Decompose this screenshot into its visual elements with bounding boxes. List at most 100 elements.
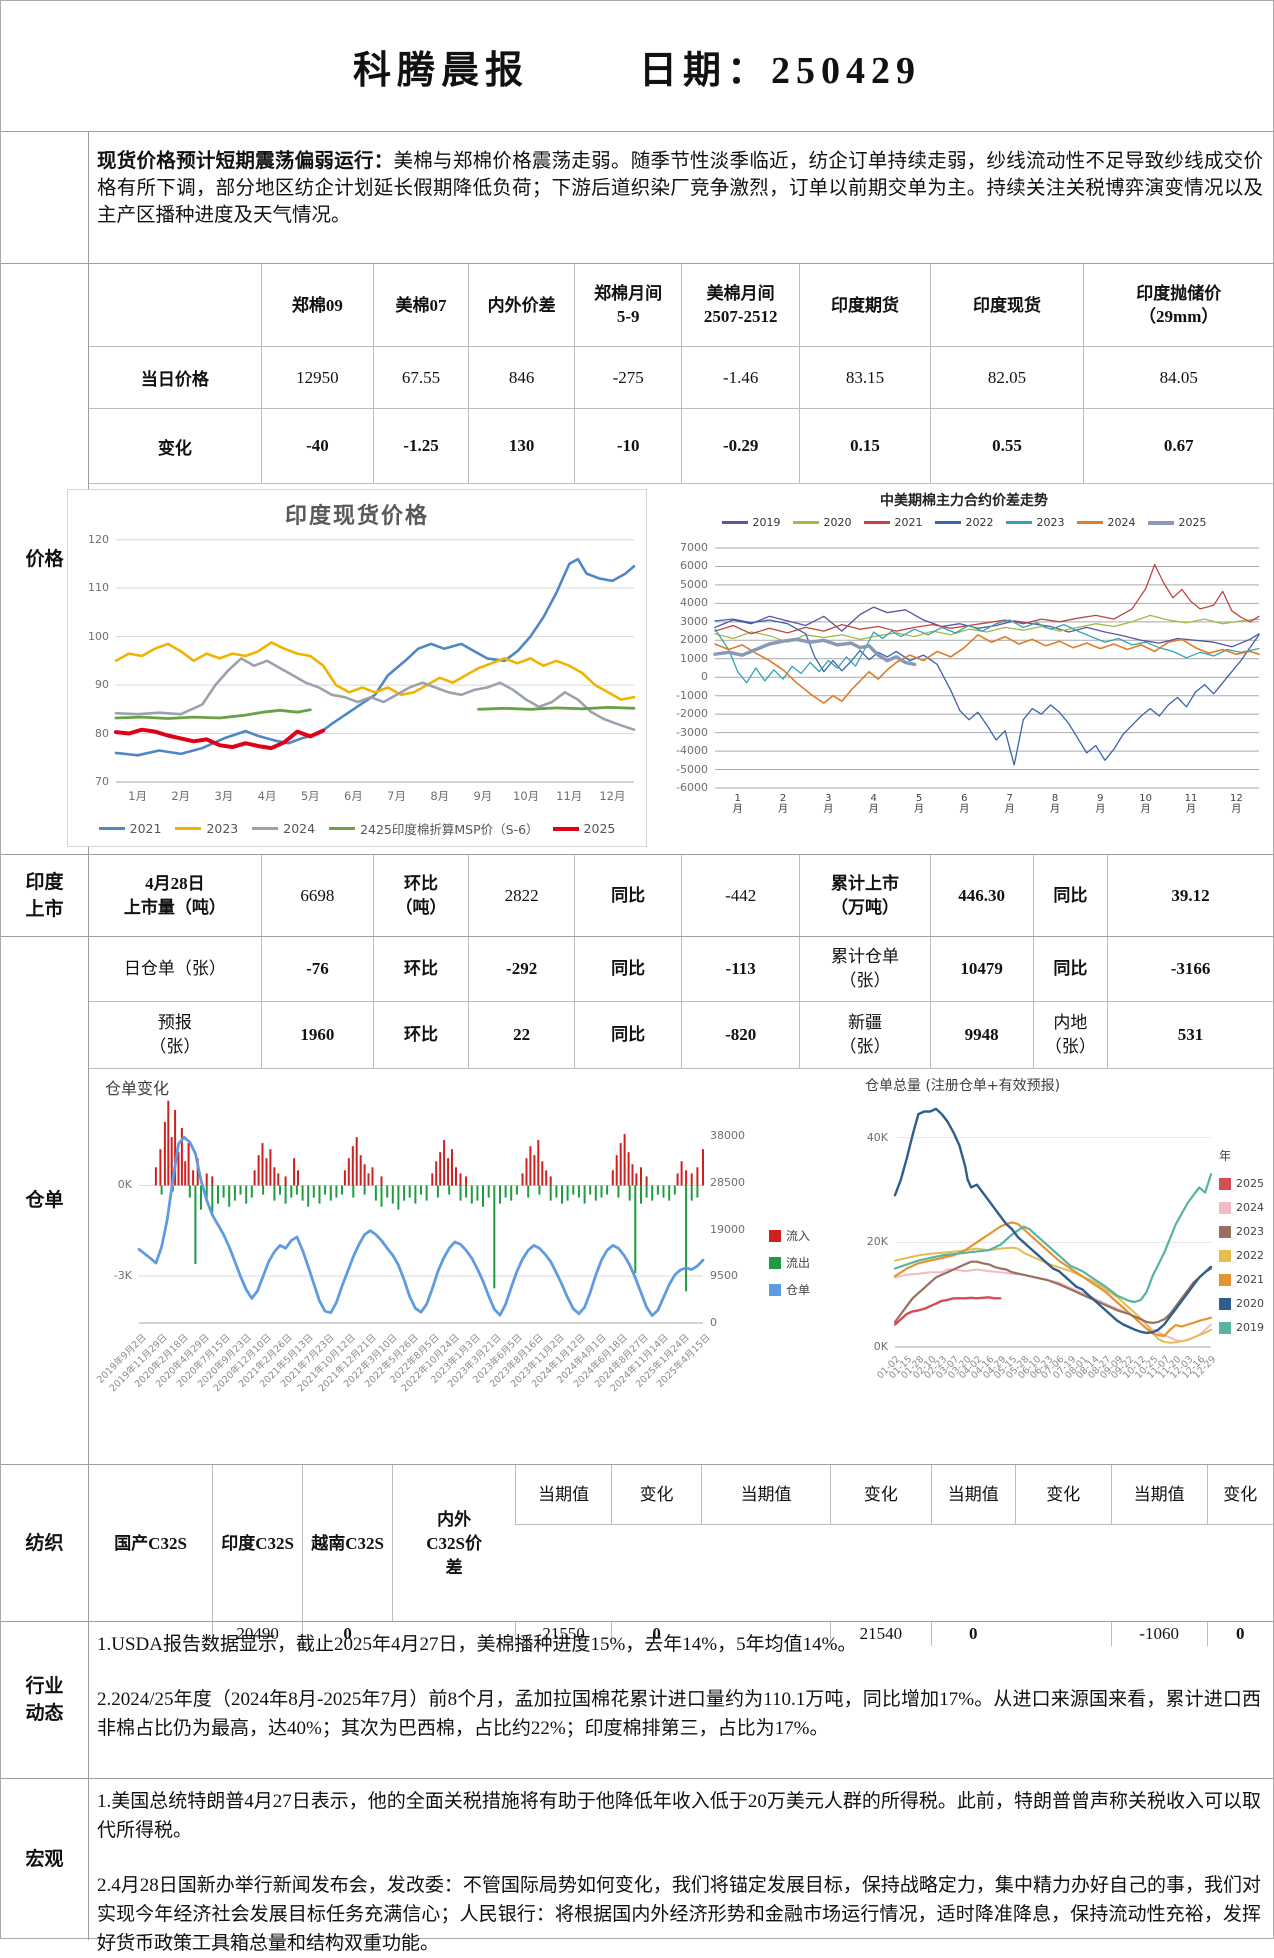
receipt-change-chart: 流入 流出 仓单 0K -3K 38000 28500 19000 9500 0 2019年9月2… <box>93 1071 855 1461</box>
cell: 累计仓单 （张） <box>799 937 930 1002</box>
macro-section-label: 宏观 <box>1 1779 89 1940</box>
header-change: 变化 <box>1014 1465 1111 1525</box>
macro-item: 2.4月28日国新办举行新闻发布会，发改委：不管国际局势如何变化，我们将锚定发展… <box>97 1875 1261 1954</box>
col-india-spot: 印度现货 <box>929 264 1084 347</box>
india-listing-date-label: 4月28日 上市量（吨） <box>123 874 226 917</box>
header-current: 当期值 <box>1110 1465 1207 1525</box>
cell: 846 <box>467 347 575 409</box>
cell: 130 <box>467 409 575 484</box>
col-us07: 美棉07 <box>373 264 468 347</box>
receipt-total-chart: 年 2025 2024 2023 2022 2021 2020 2019 0K 20K 40K 01… <box>857 1071 1273 1461</box>
cell: 10479 <box>929 937 1033 1002</box>
cell: 9948 <box>929 1002 1033 1069</box>
industry-item: 2.2024/25年度（2024年8月-2025年7月）前8个月，孟加拉国棉花累… <box>97 1689 1261 1739</box>
col-us-month: 美棉月间 2507-2512 <box>680 264 800 347</box>
summary-section: 现货价格预计短期震荡偏弱运行：美棉与郑棉价格震荡走弱。随季节性淡季临近，纺企订单… <box>1 131 1273 263</box>
col-india-reserve: 印度抛储价 （29mm） <box>1083 264 1273 347</box>
forecast-row: 预报 （张） 1960 环比 22 同比 -820 新疆 （张） 9948 内地… <box>89 1002 1273 1069</box>
cell: 531 <box>1107 1002 1273 1069</box>
cell: -40 <box>260 409 374 484</box>
macro-section: 宏观 1.美国总统特朗普4月27日表示，他的全面关税措施将有助于他降低年收入低于… <box>1 1778 1273 1954</box>
cell: 同比 <box>1032 855 1108 937</box>
col-india-futures: 印度期货 <box>799 264 930 347</box>
cell: 同比 <box>574 937 681 1002</box>
forecast-label: 预报 （张） <box>89 1002 261 1069</box>
receipt-total-legend: 年 2025 2024 2023 2022 2021 2020 2019 <box>1219 1149 1264 1334</box>
cell: 82.05 <box>929 347 1084 409</box>
price-section: 价格 郑棉09 美棉07 内外价差 郑棉月间 5-9 美棉月间 2507-251… <box>1 263 1273 854</box>
textile-name-india: 印度C32S <box>212 1465 302 1622</box>
cell: -1.46 <box>680 347 800 409</box>
price-row-change: 变化 -40 -1.25 130 -10 -0.29 0.15 0.55 0.6… <box>89 409 1273 484</box>
receipt-section-label: 仓单 <box>1 937 89 1464</box>
page-title: 科腾晨报 <box>352 49 529 92</box>
value-domestic-change: 0 <box>302 1622 392 1646</box>
receipt-change-legend: 流入 流出 仓单 <box>769 1227 810 1298</box>
col-zheng09: 郑棉09 <box>260 264 374 347</box>
value-vietnam-current: 21540 <box>830 1622 931 1646</box>
value-india-change: 0 <box>611 1622 701 1646</box>
cell: 39.12 <box>1107 855 1273 937</box>
cell: 6698 <box>260 855 373 937</box>
india-listing-row: 4月28日 上市量（吨） 6698 环比 （吨） 2822 同比 -442 累计… <box>89 855 1273 937</box>
header-change: 变化 <box>1206 1465 1273 1525</box>
cell: 同比 <box>1032 937 1108 1002</box>
cell: 0.55 <box>929 409 1084 484</box>
cell: 446.30 <box>929 855 1033 937</box>
header-current: 当期值 <box>701 1465 831 1525</box>
textile-name-vietnam: 越南C32S <box>302 1465 392 1622</box>
cell: 0.67 <box>1083 409 1273 484</box>
india-listing-section: 印度 上市 4月28日 上市量（吨） 6698 环比 （吨） 2822 同比 -… <box>1 854 1273 937</box>
textile-section-label: 纺织 <box>1 1465 89 1621</box>
india-spot-price-chart: 2021 2023 2024 2425印度棉折算MSP价（S-6） 2025 70 80 9… <box>67 489 647 847</box>
summary-lead: 现货价格预计短期震荡偏弱运行： <box>97 151 394 172</box>
textile-section: 纺织 国产C32S 当期值 变化 印度C32S 当期值 变化 越南C32S 当期… <box>1 1464 1273 1646</box>
summary-body: 美棉与郑棉价格震荡走弱。随季节性淡季临近，纺企订单持续走弱，纱线流动性不足导致纱… <box>97 151 1263 226</box>
cell: 83.15 <box>799 347 930 409</box>
value-vietnam-change: 0 <box>930 1622 1015 1646</box>
header-current: 当期值 <box>930 1465 1015 1525</box>
india-section-label: 印度 上市 <box>1 855 89 936</box>
price-table-header: 郑棉09 美棉07 内外价差 郑棉月间 5-9 美棉月间 2507-2512 印… <box>89 264 1273 347</box>
summary-sidebar-cell <box>1 132 89 263</box>
cell: 同比 <box>574 1002 681 1069</box>
cn-us-futures-spread-chart: 2019 2020 2021 2022 2023 2024 2025 7000 6000 500… <box>657 486 1271 850</box>
cell: -292 <box>467 937 575 1002</box>
macro-news: 1.美国总统特朗普4月27日表示，他的全面关税措施将有助于他降低年收入低于20万… <box>89 1779 1273 1958</box>
cell: -10 <box>574 409 681 484</box>
cell: 环比 <box>373 1002 468 1069</box>
header-current: 当期值 <box>515 1465 612 1525</box>
cell: 新疆 （张） <box>799 1002 930 1069</box>
cell: -3166 <box>1107 937 1273 1002</box>
summary-paragraph: 现货价格预计短期震荡偏弱运行：美棉与郑棉价格震荡走弱。随季节性淡季临近，纺企订单… <box>97 148 1263 229</box>
cell: 2822 <box>467 855 575 937</box>
cell: 同比 <box>574 855 681 937</box>
cell: -442 <box>680 855 799 937</box>
industry-news: 1.USDA报告数据显示，截止2025年4月27日，美棉播种进度15%，去年14… <box>89 1622 1273 1743</box>
value-domestic-current: 20490 <box>212 1622 302 1646</box>
header-change: 变化 <box>611 1465 702 1525</box>
col-spread: 内外价差 <box>467 264 575 347</box>
industry-item: 1.USDA报告数据显示，截止2025年4月27日，美棉播种进度15%，去年14… <box>97 1634 857 1655</box>
price-row-current: 当日价格 12950 67.55 846 -275 -1.46 83.15 82… <box>89 347 1273 409</box>
cell: 0.15 <box>799 409 930 484</box>
cell: 环比 <box>373 937 468 1002</box>
report-date: 日期：250429 <box>639 49 922 92</box>
macro-item: 1.美国总统特朗普4月27日表示，他的全面关税措施将有助于他降低年收入低于20万… <box>97 1791 1261 1841</box>
textile-name-domestic: 国产C32S <box>114 1533 187 1553</box>
cell: 84.05 <box>1083 347 1273 409</box>
row-label-change: 变化 <box>89 409 261 484</box>
industry-section: 行业 动态 1.USDA报告数据显示，截止2025年4月27日，美棉播种进度15… <box>1 1621 1273 1778</box>
cell: 67.55 <box>373 347 468 409</box>
industry-section-label: 行业 动态 <box>1 1622 89 1778</box>
receipt-section: 仓单 日仓单（张） -76 环比 -292 同比 -113 累计仓单 （张） 1… <box>1 936 1273 1464</box>
cell: -0.29 <box>680 409 800 484</box>
cell: -1.25 <box>373 409 468 484</box>
header-change: 变化 <box>830 1465 931 1525</box>
cell: -113 <box>680 937 800 1002</box>
cell: 12950 <box>260 347 374 409</box>
value-spread-change: 0 <box>1206 1622 1273 1646</box>
daily-receipt-label: 日仓单（张） <box>89 937 261 1002</box>
daily-receipt-row: 日仓单（张） -76 环比 -292 同比 -113 累计仓单 （张） 1047… <box>89 937 1273 1002</box>
